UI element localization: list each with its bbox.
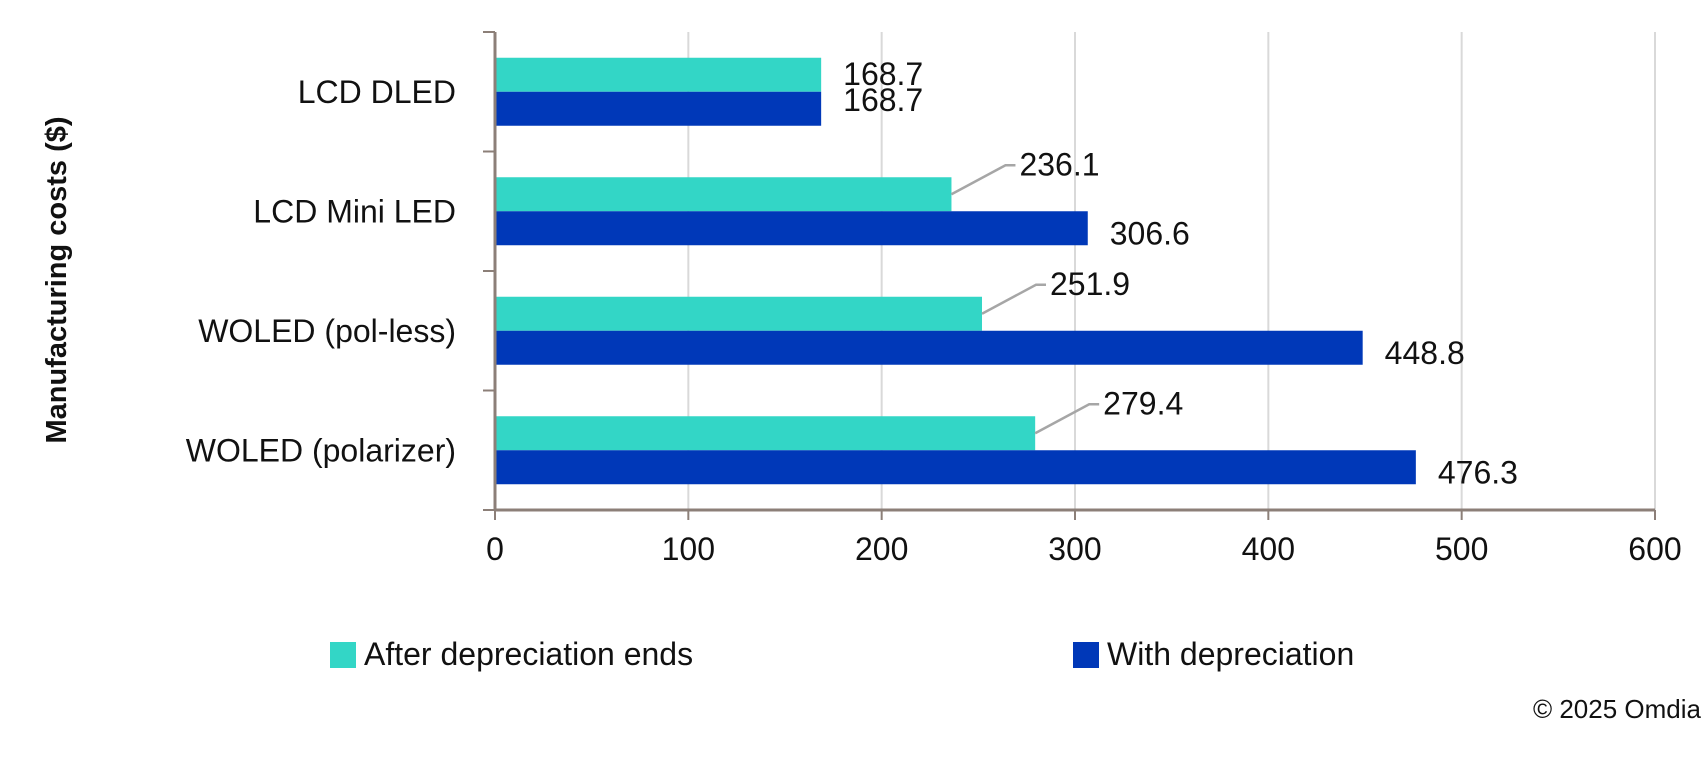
data-label-after-depreciation: 168.7 (843, 56, 923, 92)
data-label-after-depreciation: 236.1 (1019, 146, 1099, 182)
x-tick-label: 400 (1242, 531, 1295, 567)
leader-line (1034, 403, 1100, 435)
legend: After depreciation ends With depreciation (330, 636, 1354, 672)
bar-after-depreciation (495, 177, 952, 212)
bar-with-depreciation (495, 211, 1088, 246)
data-label-with-depreciation: 448.8 (1385, 335, 1465, 371)
x-tick-label: 500 (1435, 531, 1488, 567)
legend-swatch-with-depreciation (1073, 642, 1099, 668)
x-tick-label: 200 (855, 531, 908, 567)
bars (495, 57, 1416, 485)
y-category-label: WOLED (pol-less) (198, 313, 456, 349)
x-tick-label: 100 (662, 531, 715, 567)
bar-with-depreciation (495, 330, 1363, 365)
data-label-with-depreciation: 476.3 (1438, 454, 1518, 490)
leader-lines (950, 164, 1100, 435)
bar-after-depreciation (495, 416, 1036, 451)
y-category-label: LCD DLED (298, 74, 456, 110)
copyright-text: © 2025 Omdia (1532, 694, 1701, 724)
x-tick-label: 300 (1048, 531, 1101, 567)
leader-line (950, 164, 1016, 196)
legend-label-after-depreciation: After depreciation ends (364, 636, 693, 672)
bar-after-depreciation (495, 57, 822, 92)
data-label-with-depreciation: 306.6 (1110, 215, 1190, 251)
leader-line (981, 283, 1047, 315)
bar-with-depreciation (495, 450, 1416, 485)
bar-with-depreciation (495, 91, 822, 126)
data-label-after-depreciation: 251.9 (1050, 266, 1130, 302)
y-category-label: WOLED (polarizer) (186, 432, 456, 468)
data-label-with-depreciation: 168.7 (843, 82, 923, 118)
legend-label-with-depreciation: With depreciation (1107, 636, 1354, 672)
data-label-after-depreciation: 279.4 (1103, 385, 1183, 421)
axes: 0 100 200 300 400 500 600 LCD DLED LCD Mini LED W… (186, 31, 1682, 567)
x-tick-label: 600 (1628, 531, 1681, 567)
legend-swatch-after-depreciation (330, 642, 356, 668)
bar-after-depreciation (495, 296, 983, 331)
x-tick-label: 0 (486, 531, 504, 567)
y-category-label: LCD Mini LED (253, 193, 456, 229)
y-axis-title: Manufacturing costs ($) (41, 116, 73, 443)
